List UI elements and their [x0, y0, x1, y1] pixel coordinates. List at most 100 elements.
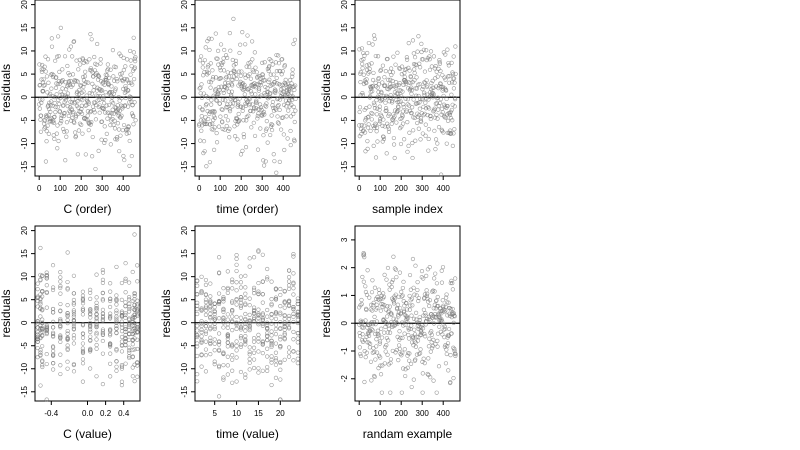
scatter-point: [78, 109, 83, 114]
scatter-point: [262, 112, 267, 117]
scatter-point: [119, 334, 125, 340]
scatter-point: [260, 292, 265, 297]
scatter-point: [80, 331, 86, 337]
scatter-point: [71, 300, 76, 306]
scatter-point: [269, 58, 274, 63]
scatter-point: [446, 63, 451, 68]
scatter-point: [96, 73, 101, 79]
scatter-point: [383, 68, 388, 74]
scatter-point: [376, 54, 381, 59]
scatter-point: [225, 325, 230, 330]
scatter-point: [391, 54, 396, 59]
scatter-point: [80, 341, 86, 346]
y-tick-label: -5: [20, 342, 29, 350]
scatter-point: [81, 78, 87, 83]
scatter-point: [245, 33, 250, 38]
scatter-point: [248, 89, 254, 94]
scatter-point: [420, 86, 425, 92]
scatter-point: [88, 320, 93, 326]
scatter-point: [243, 295, 248, 301]
scatter-point: [418, 347, 423, 352]
scatter-point: [112, 118, 117, 123]
scatter-point: [291, 104, 296, 109]
scatter-point: [43, 69, 48, 74]
scatter-point: [394, 320, 399, 325]
scatter-point: [234, 262, 239, 267]
scatter-point: [50, 263, 56, 268]
scatter-point: [395, 109, 400, 114]
scatter-point: [123, 64, 128, 69]
scatter-point: [114, 326, 119, 331]
scatter-point: [250, 57, 255, 62]
scatter-point: [65, 366, 70, 371]
scatter-point: [65, 286, 70, 291]
scatter-point: [243, 342, 248, 347]
scatter-point: [104, 131, 109, 136]
scatter-point: [243, 339, 248, 344]
scatter-point: [249, 125, 254, 130]
scatter-point: [376, 287, 382, 292]
scatter-point: [453, 276, 458, 281]
scatter-point: [388, 95, 394, 100]
scatter-point: [203, 329, 209, 334]
scatter-point: [57, 101, 62, 107]
scatter-point: [107, 333, 113, 338]
scatter-point: [445, 341, 451, 346]
scatter-point: [135, 346, 140, 352]
scatter-point: [88, 296, 93, 301]
scatter-point: [59, 113, 64, 118]
scatter-point: [202, 149, 207, 154]
scatter-point: [364, 63, 369, 68]
scatter-point: [127, 100, 132, 105]
scatter-point: [251, 69, 256, 74]
scatter-point: [251, 305, 257, 310]
scatter-point: [121, 68, 126, 73]
scatter-point: [449, 331, 454, 336]
scatter-point: [393, 85, 398, 90]
scatter-point: [425, 371, 430, 377]
scatter-point: [225, 269, 230, 274]
scatter-point: [77, 121, 83, 126]
scatter-point: [64, 129, 69, 134]
scatter-point: [371, 143, 376, 148]
scatter-point: [235, 102, 241, 107]
scatter-point: [440, 110, 445, 115]
scatter-point: [441, 322, 446, 327]
scatter-point: [131, 35, 136, 40]
scatter-point: [237, 50, 242, 56]
scatter-point: [221, 56, 226, 61]
x-tick-label: 20: [276, 409, 285, 418]
scatter-point: [397, 81, 402, 86]
scatter-point: [453, 352, 458, 357]
scatter-point: [425, 267, 430, 272]
scatter-point: [386, 129, 392, 134]
scatter-point: [233, 58, 239, 63]
scatter-point: [45, 57, 51, 62]
scatter-point: [421, 113, 426, 118]
scatter-point: [261, 163, 267, 168]
scatter-point: [46, 107, 52, 112]
scatter-point: [92, 54, 97, 60]
scatter-point: [286, 283, 292, 288]
scatter-point: [115, 79, 120, 84]
scatter-point: [199, 323, 204, 328]
scatter-point: [430, 289, 435, 294]
scatter-point: [55, 81, 60, 87]
scatter-point: [365, 139, 370, 144]
scatter-point: [217, 65, 223, 70]
scatter-point: [414, 310, 419, 315]
scatter-point: [380, 80, 385, 85]
plot-frame: [194, 0, 301, 177]
scatter-point: [265, 325, 270, 331]
scatter-point: [80, 335, 86, 340]
scatter-point: [251, 345, 257, 350]
scatter-point: [375, 139, 380, 144]
scatter-point: [248, 60, 253, 65]
scatter-point: [230, 78, 235, 83]
scatter-point: [403, 367, 408, 372]
scatter-point: [405, 119, 410, 125]
scatter-point: [135, 263, 140, 268]
scatter-point: [83, 69, 88, 74]
scatter-point: [132, 302, 137, 307]
scatter-point: [417, 315, 422, 320]
